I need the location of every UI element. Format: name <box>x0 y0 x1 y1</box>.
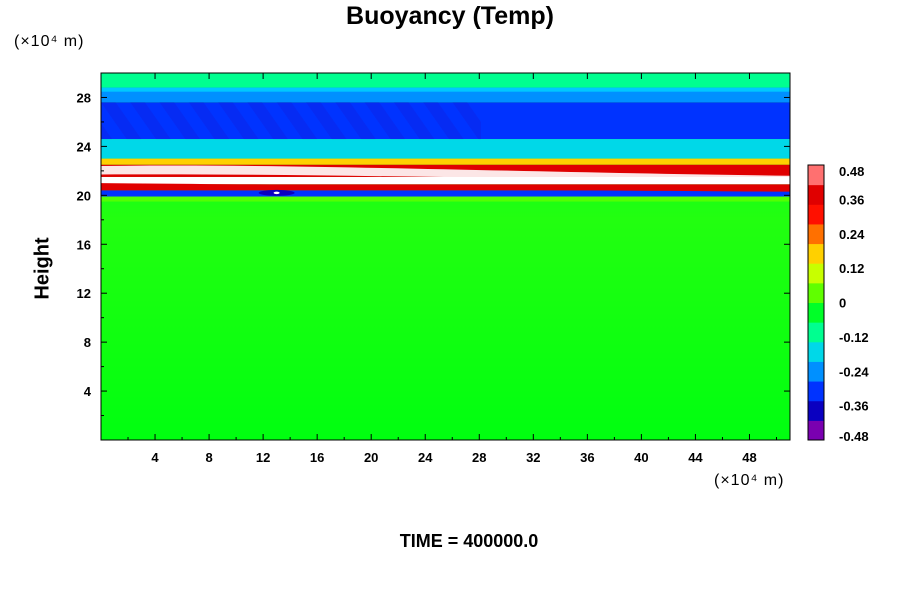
colorbar-frame <box>807 164 825 441</box>
band-blue-min <box>101 190 790 197</box>
y-tick-label: 16 <box>77 237 91 252</box>
y-tick-label: 20 <box>77 188 91 203</box>
colorbar-tick-label: 0.48 <box>839 164 864 179</box>
x-tick-label: 48 <box>742 450 756 465</box>
chart-title: Buoyancy (Temp) <box>346 2 554 30</box>
min-spot-center <box>273 191 280 195</box>
colorbar-swatch <box>808 165 824 186</box>
wave-ripples <box>101 102 481 140</box>
band-blue-cyan <box>101 139 790 159</box>
colorbar-tick-label: -0.36 <box>839 399 869 414</box>
x-tick-label: 40 <box>634 450 648 465</box>
colorbar-tick-label: 0.24 <box>839 227 865 242</box>
x-tick-label: 20 <box>364 450 378 465</box>
colorbar-swatch <box>808 420 824 441</box>
colorbar-swatch <box>808 243 824 264</box>
colorbar-swatch <box>808 204 824 225</box>
red-streak <box>101 183 790 192</box>
y-tick-label: 28 <box>77 90 91 105</box>
colorbar-swatch <box>808 184 824 205</box>
band-white-max <box>101 176 790 185</box>
x-tick-label: 8 <box>205 450 212 465</box>
colorbar-swatch <box>808 381 824 402</box>
x-tick-label: 32 <box>526 450 540 465</box>
band-yellow-orange <box>101 158 790 165</box>
colorbar-swatch <box>808 282 824 303</box>
plot-frame <box>100 72 791 441</box>
y-tick-label: 12 <box>77 286 91 301</box>
colorbar-swatch <box>808 263 824 284</box>
x-axis-unit: (×10⁴ m) <box>714 472 785 489</box>
y-tick-label: 8 <box>84 335 91 350</box>
x-tick-label: 28 <box>472 450 486 465</box>
x-tick-label: 16 <box>310 450 324 465</box>
heatmap-details <box>101 87 790 202</box>
y-tick-label: 4 <box>84 384 92 399</box>
x-tick-label: 36 <box>580 450 594 465</box>
y-axis-unit: (×10⁴ m) <box>14 33 85 50</box>
x-tick-label: 44 <box>688 450 703 465</box>
y-axis-ticks: 4 8 12 16 20 24 28 <box>77 90 790 417</box>
colorbar-tick-label: -0.24 <box>839 364 869 379</box>
colorbar-swatch <box>808 341 824 362</box>
colorbar-swatch <box>808 302 824 323</box>
white-core <box>101 165 790 181</box>
colorbar-tick-label: -0.48 <box>839 429 869 444</box>
colorbar-tick-label: 0.36 <box>839 192 864 207</box>
colorbar-tick-label: 0 <box>839 296 846 311</box>
x-tick-label: 4 <box>151 450 159 465</box>
x-axis-ticks: 4 8 12 16 20 24 28 32 36 40 44 48 <box>127 73 777 465</box>
band-upper-cyan <box>101 73 790 88</box>
colorbar-swatch <box>808 322 824 343</box>
x-tick-label: 24 <box>418 450 433 465</box>
y-tick-label: 24 <box>77 139 92 154</box>
yellow-green-fringe <box>101 196 790 202</box>
time-label: TIME = 400000.0 <box>399 531 539 551</box>
x-tick-label: 12 <box>256 450 270 465</box>
colorbar-tick-label: -0.12 <box>839 330 869 345</box>
colorbar: 0.48 0.36 0.24 0.12 0 -0.12 -0.24 -0.36 -0.48 <box>807 164 869 444</box>
cyan-transition <box>101 87 790 92</box>
colorbar-swatch <box>808 361 824 382</box>
colorbar-swatch <box>808 223 824 245</box>
colorbar-tick-label: 0.12 <box>839 261 864 276</box>
colorbar-swatch <box>808 400 824 421</box>
